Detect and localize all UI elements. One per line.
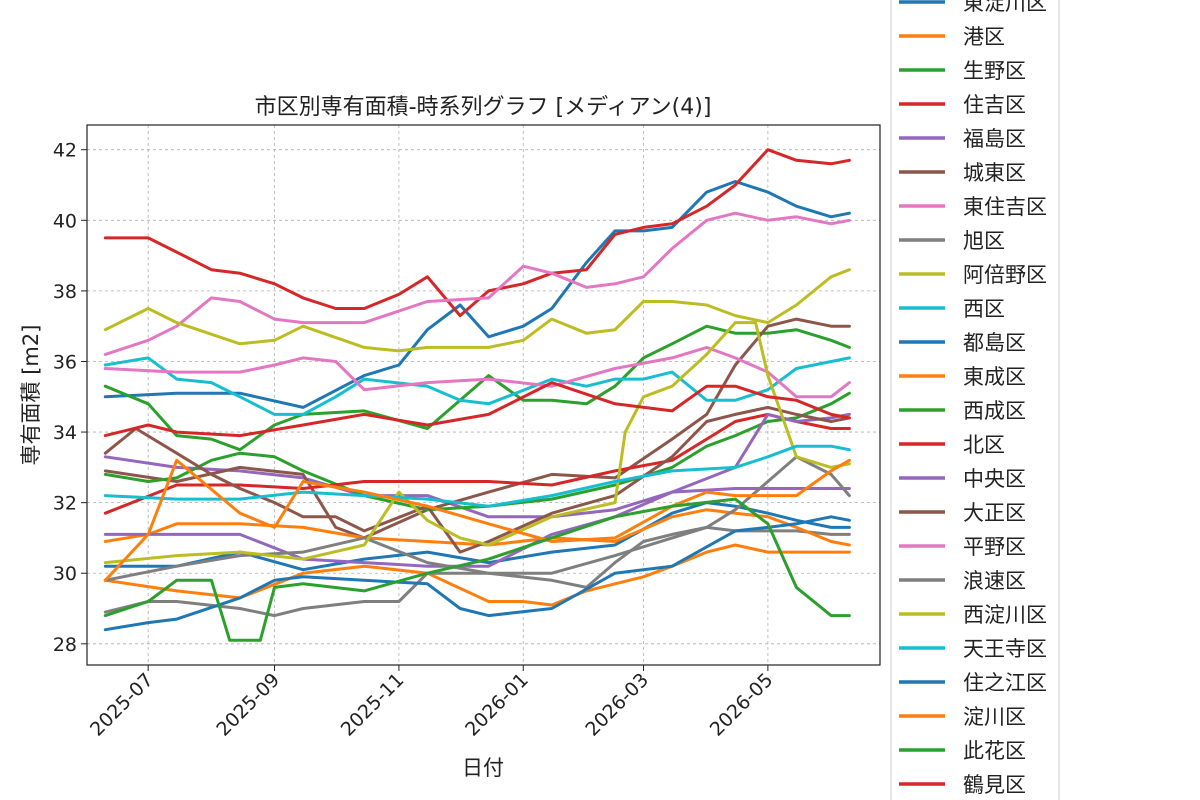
legend-label: 中央区: [963, 467, 1026, 491]
x-tick-label: 2026-01: [461, 669, 533, 741]
series-line-7: [103, 525, 851, 618]
legend-label: 淀川区: [963, 705, 1026, 729]
x-axis-label: 日付: [462, 756, 504, 780]
legend-label: 東淀川区: [963, 0, 1047, 15]
x-tick-label: 2026-05: [706, 669, 778, 741]
legend-label: 福島区: [963, 127, 1026, 151]
legend-label: 大正区: [963, 501, 1026, 525]
series-line-10: [103, 501, 851, 572]
y-tick-label: 28: [53, 634, 77, 656]
series-line-19: [103, 444, 851, 508]
series-line-9: [103, 356, 851, 416]
x-tick-label: 2025-11: [337, 669, 409, 741]
x-tick-label: 2025-07: [86, 669, 158, 741]
y-tick-label: 40: [53, 210, 77, 232]
series-line-4: [103, 455, 851, 519]
legend-label: 東住吉区: [963, 195, 1047, 219]
series-line-18: [103, 321, 851, 565]
x-tick-label: 2025-09: [212, 669, 284, 741]
series-line-23: [103, 381, 851, 438]
series-line-20: [103, 515, 851, 632]
legend-label: 旭区: [963, 229, 1005, 253]
legend: 東淀川区港区生野区住吉区福島区城東区東住吉区旭区阿倍野区西区都島区東成区西成区北…: [890, 0, 1060, 800]
legend-label: 北区: [963, 433, 1005, 457]
legend-label: 西淀川区: [963, 603, 1047, 627]
y-tick-label: 30: [53, 563, 77, 585]
plot-frame: [86, 124, 881, 666]
legend-label: 平野区: [963, 535, 1026, 559]
y-tick-label: 34: [53, 422, 77, 444]
series-lines: [103, 148, 851, 642]
legend-label: 鶴見区: [963, 773, 1026, 797]
legend-label: 浪速区: [963, 569, 1026, 593]
series-line-6: [103, 211, 851, 356]
series-line-8: [103, 268, 851, 353]
y-axis-label: 専有面積 [m2]: [19, 325, 43, 466]
series-line-2: [103, 324, 851, 452]
legend-label: 港区: [963, 25, 1005, 49]
y-tick-label: 42: [53, 140, 77, 162]
series-line-16: [103, 345, 851, 399]
legend-label: 西成区: [963, 399, 1026, 423]
series-line-1: [103, 543, 851, 607]
series-line-0: [103, 180, 851, 409]
y-tick-label: 38: [53, 281, 77, 303]
x-axis-ticks: 2025-07 2025-09 2025-11 2026-01 2026-03 2026-…: [86, 665, 777, 741]
y-tick-label: 32: [53, 493, 77, 515]
legend-label: 此花区: [963, 739, 1026, 763]
series-line-3: [103, 148, 851, 318]
y-tick-label: 36: [53, 351, 77, 373]
legend-label: 住之江区: [963, 671, 1047, 695]
legend-label: 天王寺区: [963, 637, 1047, 661]
legend-label: 東成区: [963, 365, 1026, 389]
series-line-5: [103, 317, 851, 540]
legend-label: 西区: [963, 297, 1005, 321]
series-line-15: [103, 405, 851, 554]
legend-label: 生野区: [963, 59, 1026, 83]
chart-title: 市区別専有面積-時系列グラフ [メディアン(4)]: [255, 95, 712, 120]
x-tick-label: 2026-03: [581, 669, 653, 741]
legend-label: 都島区: [963, 331, 1026, 355]
legend-frame: [890, 0, 1060, 800]
series-line-21: [103, 458, 851, 582]
legend-label: 阿倍野区: [963, 263, 1047, 287]
y-axis-ticks: 28 30 32 34 36 38 40 42: [53, 140, 87, 656]
series-line-22: [103, 497, 851, 642]
series-line-17: [103, 455, 851, 582]
legend-label: 住吉区: [963, 93, 1026, 117]
series-line-14: [103, 412, 851, 568]
legend-label: 城東区: [963, 161, 1026, 185]
